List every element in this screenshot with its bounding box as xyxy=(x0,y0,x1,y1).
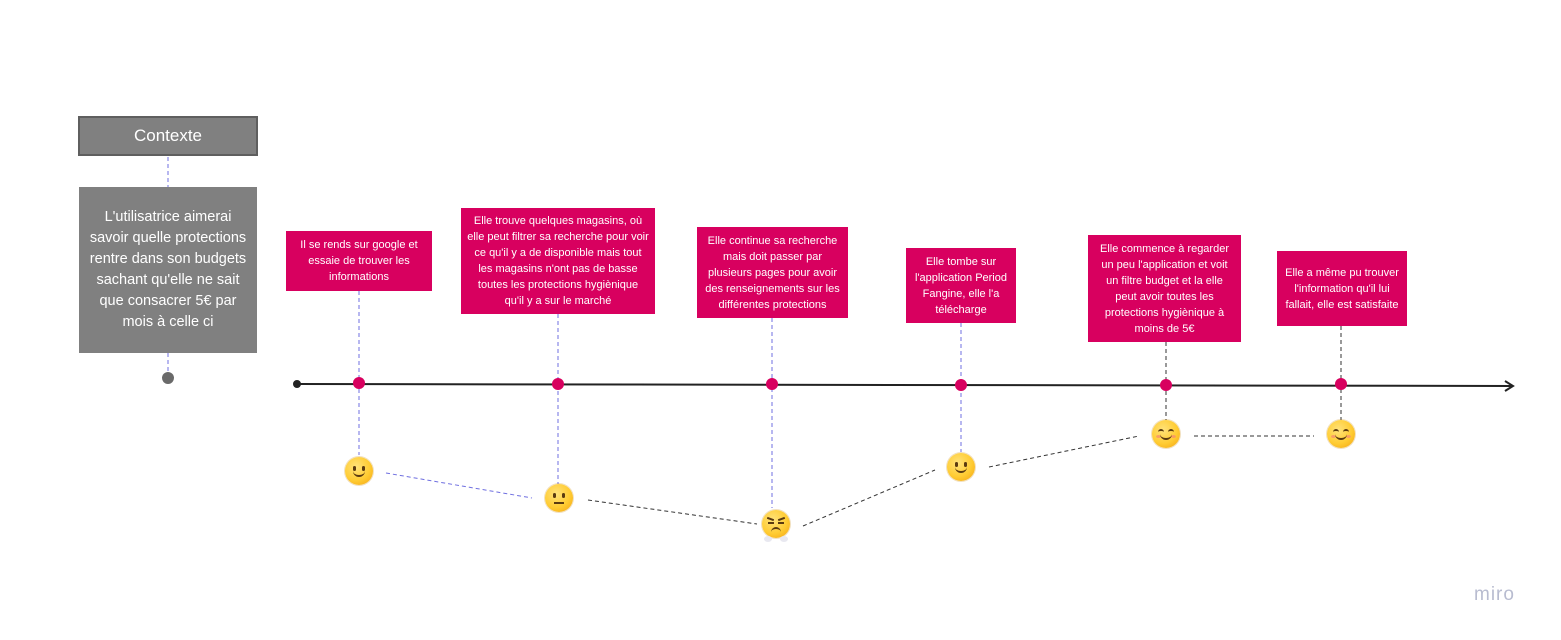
step-5-point xyxy=(1160,379,1172,391)
face-with-steam-icon xyxy=(762,510,790,542)
emotion-link-1-2 xyxy=(385,472,533,499)
step-4-point xyxy=(955,379,967,391)
timeline-axis xyxy=(296,383,1513,387)
timeline-arrowhead xyxy=(1504,380,1515,392)
emotion-link-2-3 xyxy=(587,499,758,525)
neutral-face-icon xyxy=(545,484,573,512)
miro-logo: miro xyxy=(1474,584,1515,605)
emotion-link-3-4 xyxy=(802,469,936,527)
timeline-start xyxy=(293,380,301,388)
step-5-note[interactable]: Elle commence à regarder un peu l'applic… xyxy=(1088,235,1241,342)
step-3-note[interactable]: Elle continue sa recherche mais doit pas… xyxy=(697,227,848,318)
step-2-point xyxy=(552,378,564,390)
slightly-smiling-face-icon xyxy=(345,457,373,485)
smiling-face-with-smiling-eyes-icon xyxy=(1152,420,1180,448)
context-note[interactable]: L'utilisatrice aimerai savoir quelle pro… xyxy=(79,187,257,353)
step-1-note[interactable]: Il se rends sur google et essaie de trou… xyxy=(286,231,432,291)
step-4-note[interactable]: Elle tombe sur l'application Period Fang… xyxy=(906,248,1016,323)
context-dot xyxy=(162,372,174,384)
smiling-face-with-smiling-eyes-icon xyxy=(1327,420,1355,448)
step-2-note[interactable]: Elle trouve quelques magasins, où elle p… xyxy=(461,208,655,314)
slightly-smiling-face-icon xyxy=(947,453,975,481)
context-header[interactable]: Contexte xyxy=(78,116,258,156)
emotion-link-4-5 xyxy=(988,435,1140,468)
step-6-point xyxy=(1335,378,1347,390)
step-1-point xyxy=(353,377,365,389)
step-3-point xyxy=(766,378,778,390)
step-6-note[interactable]: Elle a même pu trouver l'information qu'… xyxy=(1277,251,1407,326)
